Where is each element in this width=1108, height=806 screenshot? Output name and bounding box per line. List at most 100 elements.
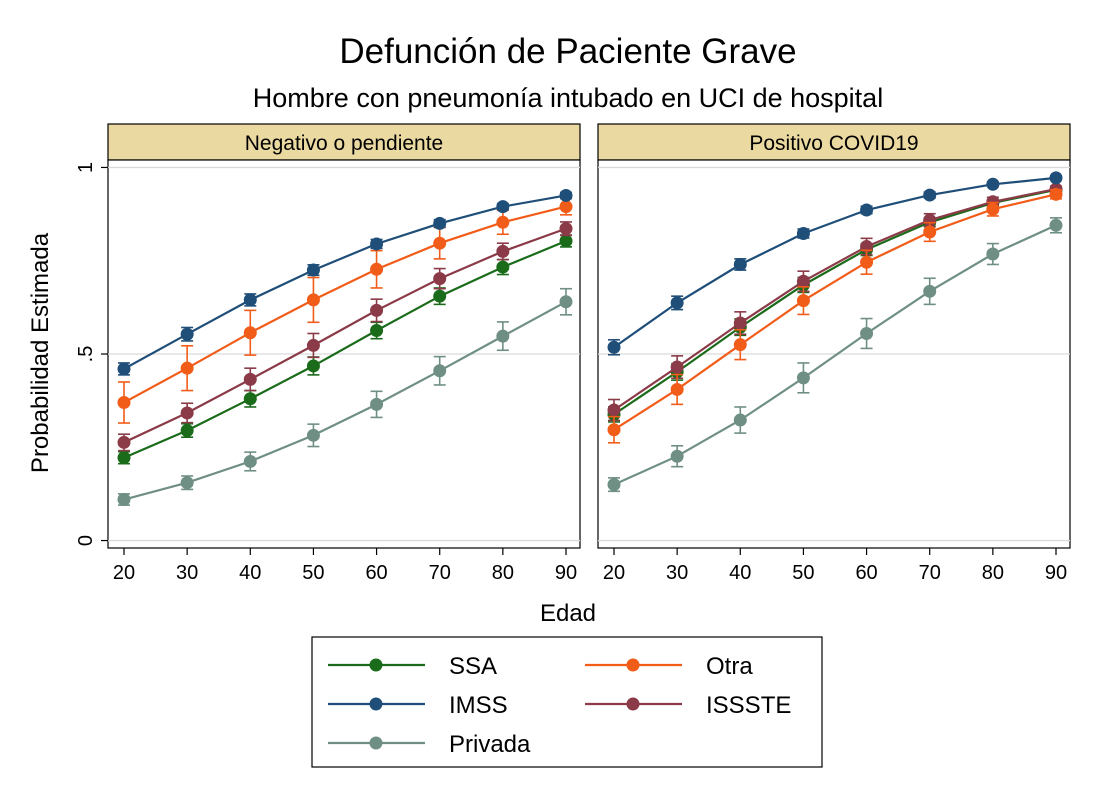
- data-point: [433, 216, 447, 230]
- data-point: [733, 413, 747, 427]
- data-point: [607, 423, 621, 437]
- legend-item-issste: ISSSTE: [585, 692, 791, 719]
- data-point: [559, 295, 573, 309]
- x-tick-label: 40: [239, 562, 261, 584]
- series-privada: [607, 217, 1063, 493]
- data-point: [243, 326, 257, 340]
- chart-title: Defunción de Paciente Grave: [339, 32, 796, 71]
- chart-subtitle: Hombre con pneumonía intubado en UCI de …: [253, 83, 883, 113]
- x-tick-label: 60: [365, 562, 387, 584]
- series-imss: [607, 171, 1063, 356]
- panel-header: [597, 123, 1071, 161]
- data-point: [370, 237, 384, 251]
- data-point: [433, 289, 447, 303]
- legend-marker: [626, 658, 640, 672]
- data-point: [306, 263, 320, 277]
- series-line: [123, 194, 567, 370]
- data-point: [796, 274, 810, 288]
- data-point: [733, 316, 747, 330]
- data-point: [1049, 171, 1063, 185]
- data-point: [117, 493, 131, 506]
- data-point: [306, 338, 320, 352]
- legend-item-privada: Privada: [328, 731, 531, 758]
- series-line: [123, 227, 567, 444]
- data-point: [607, 403, 621, 417]
- data-point: [180, 476, 194, 490]
- data-point: [986, 202, 1000, 216]
- data-point: [370, 262, 384, 276]
- data-point: [670, 296, 684, 310]
- data-point: [796, 294, 810, 308]
- panel-header: [107, 123, 581, 161]
- data-point: [180, 423, 194, 437]
- data-point: [306, 359, 320, 373]
- legend-box: [311, 636, 823, 768]
- data-point: [559, 234, 573, 248]
- legend-marker: [369, 736, 383, 750]
- y-tick-label: .5: [75, 346, 97, 363]
- data-point: [117, 396, 131, 409]
- x-tick-label: 80: [492, 562, 514, 584]
- series-otra: [117, 197, 573, 424]
- series-line: [123, 205, 567, 404]
- data-point: [860, 255, 874, 269]
- series-privada: [117, 287, 573, 506]
- data-point: [243, 392, 257, 406]
- data-point: [1049, 187, 1063, 201]
- series-line: [613, 188, 1057, 411]
- data-point: [496, 215, 510, 229]
- legend-item-imss: IMSS: [328, 692, 508, 719]
- data-point: [117, 435, 131, 449]
- y-axis-label: Probabilidad Estimada: [27, 232, 54, 473]
- panel-1: Negativo o pendiente 20 30 40 50 60 70 80 90 0 .5 1: [75, 123, 581, 584]
- data-point: [180, 361, 194, 375]
- data-point: [180, 406, 194, 420]
- data-point: [496, 260, 510, 274]
- data-point: [923, 225, 937, 239]
- series-line: [613, 224, 1057, 486]
- data-point: [923, 188, 937, 202]
- panel-2: Positivo COVID19 20 30 40 50 60 70 80 90: [597, 123, 1071, 584]
- data-point: [670, 382, 684, 396]
- data-point: [117, 362, 131, 376]
- data-point: [733, 257, 747, 271]
- data-point: [496, 244, 510, 258]
- legend-item-ssa: SSA: [328, 653, 497, 680]
- series-imss: [117, 188, 573, 376]
- data-point: [117, 451, 131, 465]
- series-line: [613, 193, 1057, 431]
- x-tick-label: 50: [792, 562, 814, 584]
- data-point: [370, 323, 384, 337]
- series-line: [613, 188, 1057, 416]
- data-point: [306, 428, 320, 442]
- panels: Negativo o pendiente 20 30 40 50 60 70 80 90 0 .5 1…: [75, 123, 1071, 584]
- data-point: [496, 329, 510, 343]
- legend-label: Privada: [449, 731, 531, 758]
- x-tick-label: 90: [1045, 562, 1067, 584]
- data-point: [1049, 218, 1063, 232]
- series-line: [123, 239, 567, 459]
- x-tick-label: 60: [855, 562, 877, 584]
- x-tick-label: 50: [302, 562, 324, 584]
- y-tick-label: 1: [75, 162, 97, 173]
- data-point: [243, 293, 257, 307]
- legend-marker: [369, 658, 383, 672]
- series-issste: [117, 221, 573, 452]
- series-otra: [607, 187, 1063, 444]
- y-tick-label: 0: [75, 535, 97, 546]
- series-line: [123, 300, 567, 501]
- data-point: [860, 203, 874, 217]
- series-ssa: [117, 234, 573, 465]
- data-point: [796, 226, 810, 240]
- data-point: [607, 478, 621, 492]
- data-point: [559, 188, 573, 202]
- panel-title: Negativo o pendiente: [245, 132, 444, 155]
- data-point: [559, 200, 573, 214]
- data-point: [433, 364, 447, 378]
- data-point: [370, 303, 384, 317]
- x-axis-label: Edad: [540, 600, 596, 627]
- legend-marker: [369, 697, 383, 711]
- data-point: [243, 372, 257, 386]
- x-tick-label: 70: [429, 562, 451, 584]
